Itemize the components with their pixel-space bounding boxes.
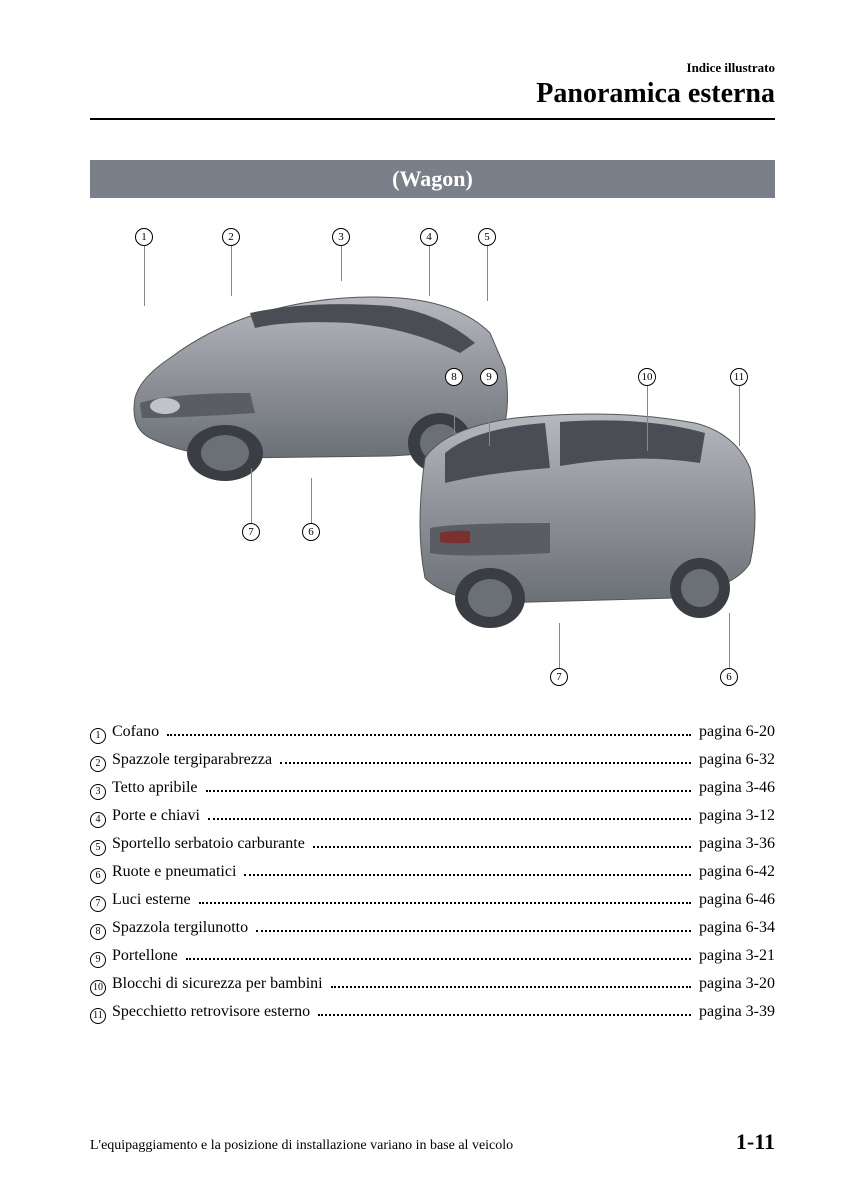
legend-page-ref: pagina 3-20 bbox=[699, 970, 775, 998]
manual-page: Indice illustrato Panoramica esterna (Wa… bbox=[0, 0, 845, 1200]
callout-number: 4 bbox=[420, 228, 438, 246]
legend-row: 1 Cofano pagina 6-20 bbox=[90, 718, 775, 746]
section-title: Panoramica esterna bbox=[90, 78, 775, 110]
legend-page-ref: pagina 3-12 bbox=[699, 802, 775, 830]
diagram-callout: 1 bbox=[135, 228, 153, 306]
diagram-callout: 9 bbox=[480, 368, 498, 446]
legend-page-ref: pagina 3-36 bbox=[699, 830, 775, 858]
legend-page-ref: pagina 3-46 bbox=[699, 774, 775, 802]
callout-number: 2 bbox=[222, 228, 240, 246]
legend-page-ref: pagina 6-32 bbox=[699, 746, 775, 774]
legend-row: 9 Portellone pagina 3-21 bbox=[90, 942, 775, 970]
legend-label: Tetto apribile bbox=[112, 774, 198, 802]
legend-label: Spazzole tergiparabrezza bbox=[112, 746, 272, 774]
legend-number: 1 bbox=[90, 728, 106, 744]
legend-label: Sportello serbatoio carburante bbox=[112, 830, 305, 858]
page-footer: L'equipaggiamento e la posizione di inst… bbox=[90, 1129, 775, 1155]
legend-label: Spazzola tergilunotto bbox=[112, 914, 248, 942]
legend-number: 7 bbox=[90, 896, 106, 912]
diagram-callout: 6 bbox=[302, 478, 320, 541]
legend-label: Blocchi di sicurezza per bambini bbox=[112, 970, 323, 998]
variant-banner: (Wagon) bbox=[90, 160, 775, 198]
leader-dots bbox=[331, 986, 691, 988]
legend-number: 4 bbox=[90, 812, 106, 828]
callout-number: 11 bbox=[730, 368, 748, 386]
legend-page-ref: pagina 6-46 bbox=[699, 886, 775, 914]
leader-dots bbox=[186, 958, 691, 960]
legend-number: 5 bbox=[90, 840, 106, 856]
legend-label: Ruote e pneumatici bbox=[112, 858, 236, 886]
diagram-callout: 3 bbox=[332, 228, 350, 281]
legend-row: 10 Blocchi di sicurezza per bambini pagina… bbox=[90, 970, 775, 998]
legend-row: 4 Porte e chiavi pagina 3-12 bbox=[90, 802, 775, 830]
diagram-callout: 5 bbox=[478, 228, 496, 301]
footer-note: L'equipaggiamento e la posizione di inst… bbox=[90, 1138, 513, 1154]
legend-row: 8 Spazzola tergilunotto pagina 6-34 bbox=[90, 914, 775, 942]
legend-label: Cofano bbox=[112, 718, 159, 746]
leader-dots bbox=[318, 1014, 691, 1016]
diagram-callout: 8 bbox=[445, 368, 463, 436]
leader-dots bbox=[208, 818, 691, 820]
legend-number: 11 bbox=[90, 1008, 106, 1024]
diagram-callout: 7 bbox=[550, 623, 568, 686]
page-number: 1-11 bbox=[736, 1129, 775, 1155]
diagram-callout: 10 bbox=[638, 368, 656, 451]
legend-number: 10 bbox=[90, 980, 106, 996]
legend-row: 11 Specchietto retrovisore esterno pagina … bbox=[90, 998, 775, 1026]
diagram-callout: 4 bbox=[420, 228, 438, 296]
legend-label: Luci esterne bbox=[112, 886, 191, 914]
callout-number: 6 bbox=[302, 523, 320, 541]
legend-row: 3 Tetto apribile pagina 3-46 bbox=[90, 774, 775, 802]
vehicle-diagram: 1 2 3 4 5 6 7 89 10 11 7 6 bbox=[90, 218, 775, 698]
leader-dots bbox=[199, 902, 691, 904]
header-divider bbox=[90, 118, 775, 120]
callout-number: 3 bbox=[332, 228, 350, 246]
legend-page-ref: pagina 6-20 bbox=[699, 718, 775, 746]
legend-row: 5 Sportello serbatoio carburante pagina 3-… bbox=[90, 830, 775, 858]
legend-number: 8 bbox=[90, 924, 106, 940]
index-label: Indice illustrato bbox=[90, 60, 775, 76]
legend-list: 1 Cofano pagina 6-20 2 Spazzole tergiparabre… bbox=[90, 718, 775, 1026]
callout-number: 7 bbox=[550, 668, 568, 686]
legend-number: 9 bbox=[90, 952, 106, 968]
callout-number: 1 bbox=[135, 228, 153, 246]
legend-label: Portellone bbox=[112, 942, 178, 970]
diagram-callout: 6 bbox=[720, 613, 738, 686]
callout-number: 5 bbox=[478, 228, 496, 246]
callout-number: 10 bbox=[638, 368, 656, 386]
legend-label: Specchietto retrovisore esterno bbox=[112, 998, 310, 1026]
callout-number: 7 bbox=[242, 523, 260, 541]
page-header: Indice illustrato Panoramica esterna bbox=[90, 60, 775, 110]
leader-dots bbox=[206, 790, 692, 792]
diagram-callout: 11 bbox=[730, 368, 748, 446]
legend-number: 2 bbox=[90, 756, 106, 772]
leader-dots bbox=[244, 874, 691, 876]
callout-number: 9 bbox=[480, 368, 498, 386]
legend-label: Porte e chiavi bbox=[112, 802, 200, 830]
legend-row: 7 Luci esterne pagina 6-46 bbox=[90, 886, 775, 914]
legend-page-ref: pagina 6-42 bbox=[699, 858, 775, 886]
callout-number: 6 bbox=[720, 668, 738, 686]
legend-number: 3 bbox=[90, 784, 106, 800]
legend-page-ref: pagina 3-21 bbox=[699, 942, 775, 970]
diagram-callout: 7 bbox=[242, 468, 260, 541]
legend-row: 2 Spazzole tergiparabrezza pagina 6-32 bbox=[90, 746, 775, 774]
legend-page-ref: pagina 3-39 bbox=[699, 998, 775, 1026]
leader-dots bbox=[280, 762, 691, 764]
legend-number: 6 bbox=[90, 868, 106, 884]
leader-dots bbox=[313, 846, 691, 848]
legend-page-ref: pagina 6-34 bbox=[699, 914, 775, 942]
leader-dots bbox=[167, 734, 691, 736]
diagram-callout: 2 bbox=[222, 228, 240, 296]
callout-number: 8 bbox=[445, 368, 463, 386]
leader-dots bbox=[256, 930, 691, 932]
legend-row: 6 Ruote e pneumatici pagina 6-42 bbox=[90, 858, 775, 886]
